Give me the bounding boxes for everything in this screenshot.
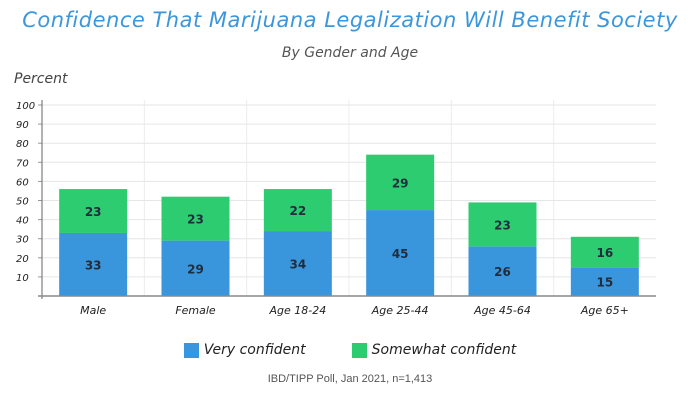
- source-note: IBD/TIPP Poll, Jan 2021, n=1,413: [267, 373, 433, 385]
- x-tick-label: Male: [80, 304, 106, 317]
- legend-label-somewhat-confident: Somewhat confident: [371, 342, 517, 358]
- data-label: 29: [392, 176, 409, 190]
- bar-segment: [468, 246, 537, 296]
- y-tick-label: 90: [16, 120, 29, 131]
- legend: Very confident Somewhat confident: [0, 342, 700, 358]
- data-label: 45: [392, 247, 409, 261]
- bar-segment: [570, 236, 639, 268]
- bar-segment: [161, 196, 230, 241]
- data-label: 34: [289, 258, 306, 272]
- chart-subtitle: By Gender and Age: [281, 45, 419, 61]
- bar-segment: [468, 202, 537, 247]
- data-label: 23: [85, 205, 102, 219]
- legend-swatch-very-confident: [183, 342, 199, 358]
- data-label: 23: [187, 213, 204, 227]
- data-label: 15: [596, 276, 613, 290]
- y-tick-label: 20: [16, 254, 29, 265]
- legend-item-somewhat-confident[interactable]: Somewhat confident: [351, 342, 517, 358]
- data-label: 16: [596, 246, 613, 260]
- data-label: 23: [494, 218, 511, 232]
- data-label: 29: [187, 262, 204, 276]
- legend-swatch-somewhat-confident: [351, 342, 367, 358]
- data-label: 22: [289, 204, 306, 218]
- bar-segment: [59, 189, 128, 233]
- bar-segment: [263, 189, 332, 232]
- bar-segment: [263, 231, 332, 296]
- y-tick-label: 60: [16, 177, 29, 188]
- x-tick-label: Age 65+: [580, 304, 629, 317]
- legend-item-very-confident[interactable]: Very confident: [183, 342, 306, 358]
- data-label: 33: [85, 258, 102, 272]
- x-tick-label: Female: [175, 304, 216, 317]
- x-tick-label: Age 45-64: [473, 304, 531, 317]
- y-tick-label: 40: [16, 216, 29, 227]
- y-tick-label: 100: [16, 101, 35, 112]
- bar-segment: [366, 154, 435, 211]
- data-label: 26: [494, 265, 511, 279]
- bar-segment: [366, 210, 435, 296]
- y-tick-label: 30: [16, 235, 29, 246]
- y-axis-label: Percent: [14, 71, 68, 87]
- bar-segment: [570, 267, 639, 296]
- bar-segment: [161, 240, 230, 296]
- y-tick-label: 80: [16, 139, 29, 150]
- chart-title: Confidence That Marijuana Legalization W…: [22, 8, 678, 32]
- y-tick-label: 50: [16, 197, 29, 208]
- x-tick-label: Age 18-24: [268, 304, 326, 317]
- bar-segment: [59, 232, 128, 296]
- y-tick-label: 70: [16, 158, 29, 169]
- y-tick-label: 10: [16, 273, 29, 284]
- x-tick-label: Age 25-44: [371, 304, 429, 317]
- legend-label-very-confident: Very confident: [203, 342, 306, 358]
